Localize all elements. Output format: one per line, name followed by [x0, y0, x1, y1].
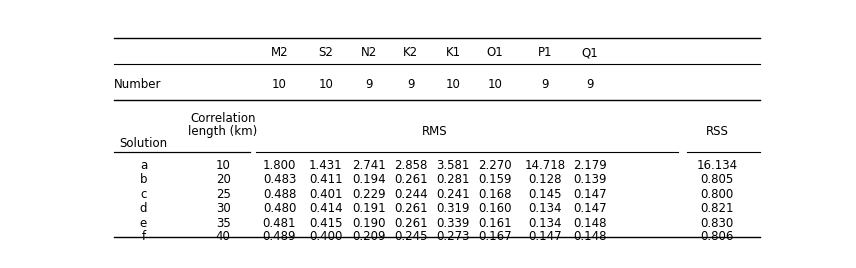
Text: 0.806: 0.806	[701, 230, 734, 243]
Text: 0.148: 0.148	[574, 217, 607, 230]
Text: 20: 20	[216, 173, 230, 186]
Text: 0.805: 0.805	[701, 173, 734, 186]
Text: Solution: Solution	[120, 137, 168, 150]
Text: 0.147: 0.147	[528, 230, 562, 243]
Text: 3.581: 3.581	[437, 159, 470, 172]
Text: 10: 10	[216, 159, 230, 172]
Text: 25: 25	[216, 188, 230, 201]
Text: 0.414: 0.414	[309, 202, 342, 215]
Text: 2.741: 2.741	[352, 159, 386, 172]
Text: 0.147: 0.147	[574, 188, 607, 201]
Text: 2.270: 2.270	[479, 159, 512, 172]
Text: 0.161: 0.161	[479, 217, 512, 230]
Text: f: f	[141, 230, 146, 243]
Text: a: a	[140, 159, 147, 172]
Text: 0.830: 0.830	[701, 217, 734, 230]
Text: 0.261: 0.261	[394, 202, 428, 215]
Text: 0.821: 0.821	[700, 202, 734, 215]
Text: 0.273: 0.273	[437, 230, 470, 243]
Text: c: c	[140, 188, 146, 201]
Text: 0.168: 0.168	[479, 188, 512, 201]
Text: 0.190: 0.190	[353, 217, 386, 230]
Text: 0.411: 0.411	[309, 173, 342, 186]
Text: 0.160: 0.160	[479, 202, 512, 215]
Text: 0.401: 0.401	[309, 188, 342, 201]
Text: Correlation: Correlation	[190, 112, 256, 125]
Text: 0.148: 0.148	[574, 230, 607, 243]
Text: 0.229: 0.229	[352, 188, 386, 201]
Text: 0.800: 0.800	[701, 188, 734, 201]
Text: P1: P1	[538, 46, 552, 59]
Text: d: d	[140, 202, 147, 215]
Text: 40: 40	[216, 230, 230, 243]
Text: M2: M2	[270, 46, 288, 59]
Text: 0.488: 0.488	[263, 188, 296, 201]
Text: Number: Number	[114, 78, 161, 91]
Text: 0.128: 0.128	[528, 173, 562, 186]
Text: RMS: RMS	[422, 125, 448, 138]
Text: 0.209: 0.209	[353, 230, 386, 243]
Text: 0.194: 0.194	[352, 173, 386, 186]
Text: 0.241: 0.241	[437, 188, 470, 201]
Text: 9: 9	[586, 78, 594, 91]
Text: 2.858: 2.858	[394, 159, 427, 172]
Text: 10: 10	[318, 78, 333, 91]
Text: 0.191: 0.191	[352, 202, 386, 215]
Text: 0.489: 0.489	[263, 230, 296, 243]
Text: 0.281: 0.281	[437, 173, 470, 186]
Text: b: b	[140, 173, 147, 186]
Text: S2: S2	[318, 46, 333, 59]
Text: 16.134: 16.134	[697, 159, 738, 172]
Text: e: e	[140, 217, 147, 230]
Text: 0.167: 0.167	[479, 230, 512, 243]
Text: 0.400: 0.400	[309, 230, 342, 243]
Text: 9: 9	[541, 78, 549, 91]
Text: 0.159: 0.159	[479, 173, 512, 186]
Text: 35: 35	[216, 217, 230, 230]
Text: 2.179: 2.179	[573, 159, 607, 172]
Text: 0.134: 0.134	[528, 217, 562, 230]
Text: O1: O1	[487, 46, 503, 59]
Text: 0.261: 0.261	[394, 217, 428, 230]
Text: 0.339: 0.339	[437, 217, 470, 230]
Text: 0.147: 0.147	[574, 202, 607, 215]
Text: length (km): length (km)	[188, 125, 258, 138]
Text: 9: 9	[407, 78, 414, 91]
Text: 0.261: 0.261	[394, 173, 428, 186]
Text: 0.145: 0.145	[528, 188, 562, 201]
Text: K2: K2	[403, 46, 419, 59]
Text: 0.415: 0.415	[309, 217, 342, 230]
Text: 30: 30	[216, 202, 230, 215]
Text: 1.800: 1.800	[263, 159, 296, 172]
Text: 10: 10	[488, 78, 502, 91]
Text: 9: 9	[366, 78, 373, 91]
Text: 0.481: 0.481	[263, 217, 296, 230]
Text: 14.718: 14.718	[524, 159, 566, 172]
Text: 0.139: 0.139	[574, 173, 607, 186]
Text: 0.480: 0.480	[263, 202, 296, 215]
Text: Q1: Q1	[581, 46, 598, 59]
Text: 0.483: 0.483	[263, 173, 296, 186]
Text: 10: 10	[446, 78, 461, 91]
Text: 0.134: 0.134	[528, 202, 562, 215]
Text: N2: N2	[361, 46, 377, 59]
Text: 0.245: 0.245	[394, 230, 428, 243]
Text: 0.244: 0.244	[394, 188, 428, 201]
Text: 10: 10	[272, 78, 287, 91]
Text: K1: K1	[446, 46, 461, 59]
Text: RSS: RSS	[706, 125, 728, 138]
Text: 1.431: 1.431	[309, 159, 342, 172]
Text: 0.319: 0.319	[437, 202, 470, 215]
